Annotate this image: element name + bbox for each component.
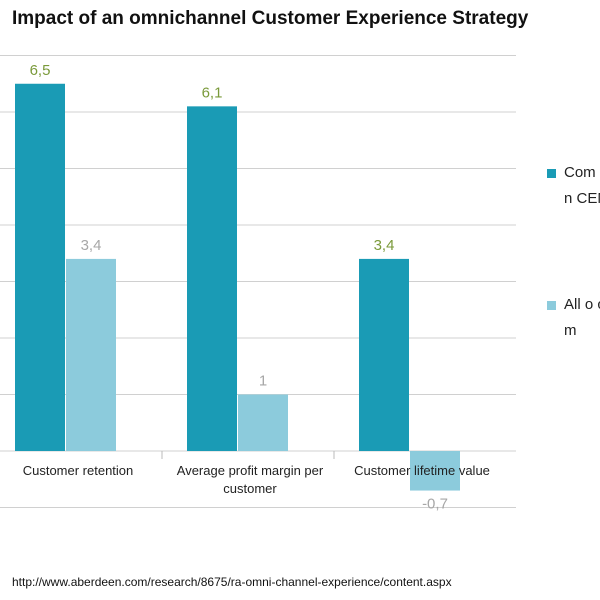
data-label-series-1: 6,1: [202, 84, 223, 101]
bar-series-2: [238, 394, 288, 451]
bar-series-2: [410, 451, 460, 491]
category-label: customer: [223, 481, 277, 496]
legend-swatch-series-1: [547, 169, 556, 178]
chart-title: Impact of an omnichannel Customer Experi…: [12, 8, 529, 29]
data-label-series-2: 1: [259, 373, 267, 390]
data-label-series-2: 3,4: [81, 237, 102, 254]
bar-series-1: [15, 83, 65, 451]
legend-swatch-series-2: [547, 301, 556, 310]
category-label: Average profit margin per: [177, 463, 324, 478]
legend-item-series-1: Com omn CEM: [547, 160, 600, 212]
bar-series-1: [359, 258, 409, 451]
data-label-series-1: 3,4: [374, 237, 395, 254]
source-url: http://www.aberdeen.com/research/8675/ra…: [12, 575, 452, 589]
category-label: Customer retention: [23, 463, 134, 478]
data-label-series-1: 6,5: [30, 62, 51, 79]
category-label: Customer lifetime value: [354, 463, 490, 478]
legend-item-series-2: All o com: [547, 292, 600, 344]
data-label-series-2: -0,7: [422, 496, 448, 513]
legend-label-series-2: All o com: [564, 296, 600, 339]
bar-series-1: [187, 106, 237, 451]
legend-label-series-1: Com omn CEM: [564, 164, 600, 207]
bar-series-2: [66, 258, 116, 451]
